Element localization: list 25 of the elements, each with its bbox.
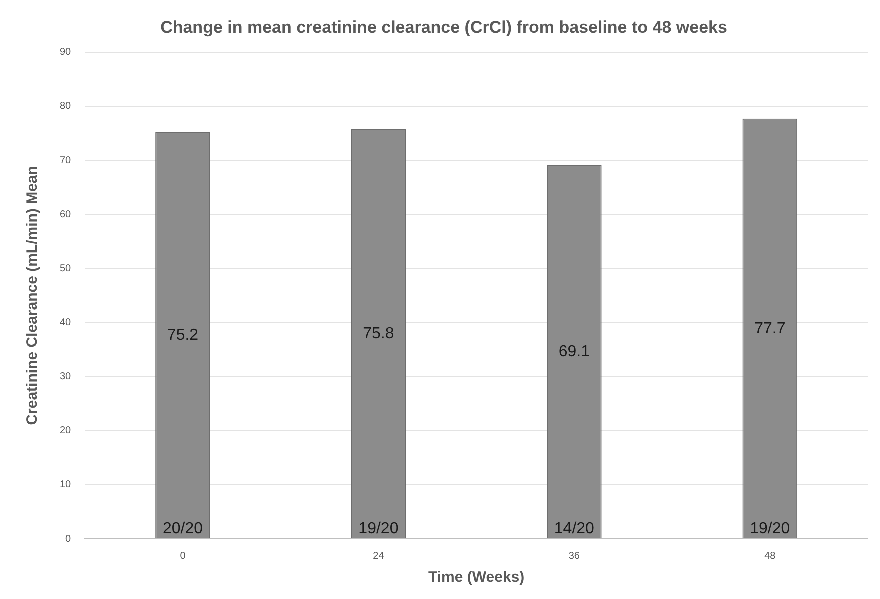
y-tick-label: 70 — [60, 155, 72, 166]
annotation: 19/20 — [358, 520, 399, 538]
x-tick-label: 48 — [764, 550, 776, 562]
annotation: 14/20 — [554, 520, 595, 538]
x-tick-label: 36 — [568, 550, 580, 562]
y-tick-label: 10 — [60, 480, 72, 491]
data-label: 75.2 — [167, 327, 199, 344]
x-tick-label: 24 — [373, 550, 385, 562]
x-tick-label: 0 — [180, 550, 186, 562]
y-tick-label: 80 — [60, 101, 72, 112]
data-label: 69.1 — [558, 344, 590, 361]
x-axis-title: Time (Weeks) — [428, 569, 525, 586]
y-tick-label: 90 — [60, 47, 72, 58]
annotation: 19/20 — [750, 520, 790, 538]
y-tick-label: 20 — [60, 426, 72, 437]
y-tick-label: 40 — [60, 317, 72, 328]
annotation: 20/20 — [162, 520, 204, 538]
y-tick-label: 60 — [60, 209, 72, 220]
data-label: 77.7 — [754, 320, 786, 338]
y-tick-label: 0 — [66, 534, 72, 545]
y-tick-label: 50 — [60, 263, 72, 274]
y-tick-label: 30 — [60, 372, 72, 383]
data-label: 75.8 — [363, 325, 394, 342]
chart-title: Change in mean creatinine clearance (CrCl) from baseline to 48 weeks — [160, 18, 728, 37]
y-axis-title: Creatinine Clearance (mL/min) Mean — [24, 166, 42, 426]
